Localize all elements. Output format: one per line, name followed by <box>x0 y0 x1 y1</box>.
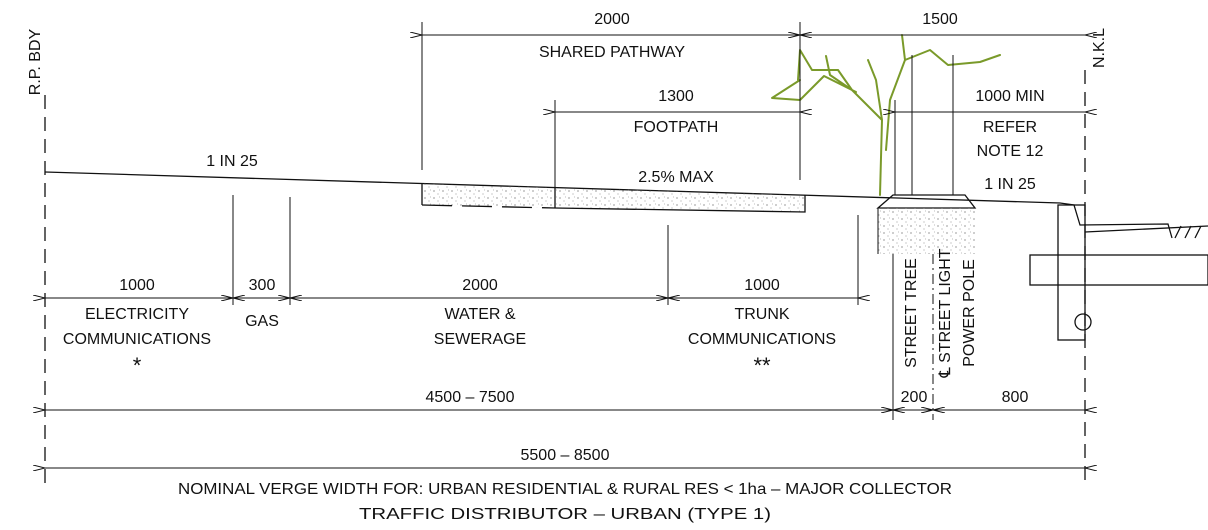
caption: NOMINAL VERGE WIDTH FOR: URBAN RESIDENTI… <box>178 481 952 498</box>
dimension-label: 2000 <box>594 11 630 28</box>
service-label: ℄ STREET LIGHT <box>937 248 954 378</box>
note-label: NOTE 12 <box>977 143 1044 160</box>
service-label: POWER POLE <box>961 259 978 367</box>
dimension-label: 2000 <box>462 277 498 294</box>
service-mark: ** <box>753 353 771 378</box>
dimension-label: 1000 MIN <box>975 88 1044 105</box>
service-label: COMMUNICATIONS <box>688 331 836 348</box>
dimension-label: 300 <box>249 277 276 294</box>
slope-label: 1 IN 25 <box>206 153 258 170</box>
dimension-label: 5500 – 8500 <box>521 447 610 464</box>
slope-label: 1 IN 25 <box>984 176 1036 193</box>
dimension-label: 200 <box>901 389 928 406</box>
dimension-label: 1000 <box>744 277 780 294</box>
labels: R.P. BDY N.K.L 2000 SHARED PATHWAY 1500 … <box>27 11 1108 523</box>
service-label: GAS <box>245 313 279 330</box>
service-label: ELECTRICITY <box>85 306 189 323</box>
dimension-label: 800 <box>1002 389 1029 406</box>
ground <box>44 171 1208 341</box>
dimension-label: 1300 <box>658 88 694 105</box>
service-label: SEWERAGE <box>434 331 526 348</box>
street-tree <box>771 34 1001 196</box>
service-label: COMMUNICATIONS <box>63 331 211 348</box>
zone-label: SHARED PATHWAY <box>539 44 685 61</box>
boundary-lines <box>44 70 1086 485</box>
dimension-label: 4500 – 7500 <box>426 389 515 406</box>
service-label: WATER & <box>444 306 515 323</box>
note-label: REFER <box>983 119 1037 136</box>
slope-label: 2.5% MAX <box>638 169 714 186</box>
boundary-label: R.P. BDY <box>27 28 44 95</box>
dimension-label: 1500 <box>922 11 958 28</box>
service-mark: * <box>133 353 142 378</box>
dimension-label: 1000 <box>119 277 155 294</box>
zone-label: FOOTPATH <box>634 119 719 136</box>
service-label: STREET TREE <box>903 258 920 368</box>
service-label: TRUNK <box>734 306 789 323</box>
caption: TRAFFIC DISTRIBUTOR – URBAN (TYPE 1) <box>359 506 771 523</box>
kerb-label: N.K.L <box>1091 28 1108 68</box>
dimension-lines <box>45 22 1085 468</box>
